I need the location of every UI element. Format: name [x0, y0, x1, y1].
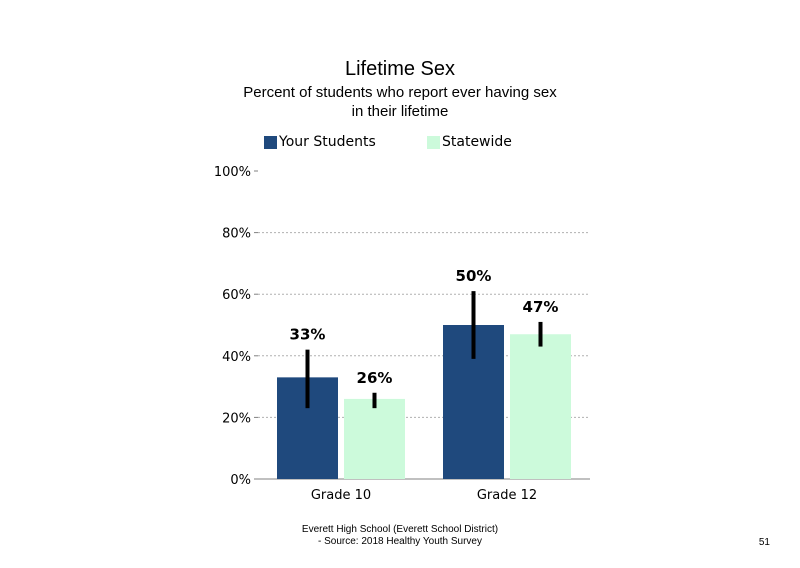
- data-label-statewide: 47%: [523, 298, 559, 316]
- y-tick-label: 80%: [222, 227, 251, 242]
- chart-subtitle: Percent of students who report ever havi…: [200, 83, 600, 121]
- legend-label-your-students: Your Students: [279, 134, 376, 150]
- chart-subtitle-line-2: in their lifetime: [351, 103, 449, 120]
- footer-line-1: Everett High School (Everett School Dist…: [301, 524, 499, 535]
- y-tick-label: 100%: [214, 165, 251, 180]
- y-tick-label: 0%: [230, 473, 251, 488]
- x-tick-label: Grade 10: [311, 488, 371, 503]
- data-label-your-students: 50%: [456, 267, 492, 285]
- y-tick-label: 60%: [222, 288, 251, 303]
- legend-swatch-statewide: [427, 135, 440, 149]
- chart-title: Lifetime Sex: [344, 58, 456, 80]
- legend-swatch-your-students: [264, 135, 277, 149]
- footer-line-2: - Source: 2018 Healthy Youth Survey: [318, 536, 482, 547]
- bar-statewide: [344, 398, 405, 479]
- legend-label-statewide: Statewide: [442, 134, 512, 150]
- bar-statewide: [510, 334, 571, 479]
- chart-subtitle-line-1: Percent of students who report ever havi…: [243, 84, 557, 101]
- legend-item-statewide: Statewide: [427, 134, 512, 150]
- y-tick-label: 20%: [222, 411, 251, 426]
- footer: Everett High School (Everett School Dist…: [200, 524, 600, 548]
- data-label-statewide: 26%: [357, 369, 393, 387]
- y-tick-label: 40%: [222, 350, 251, 365]
- legend-item-your-students: Your Students: [264, 134, 376, 150]
- page-number: 51: [758, 537, 770, 548]
- data-label-your-students: 33%: [290, 326, 326, 344]
- x-tick-label: Grade 12: [477, 488, 537, 503]
